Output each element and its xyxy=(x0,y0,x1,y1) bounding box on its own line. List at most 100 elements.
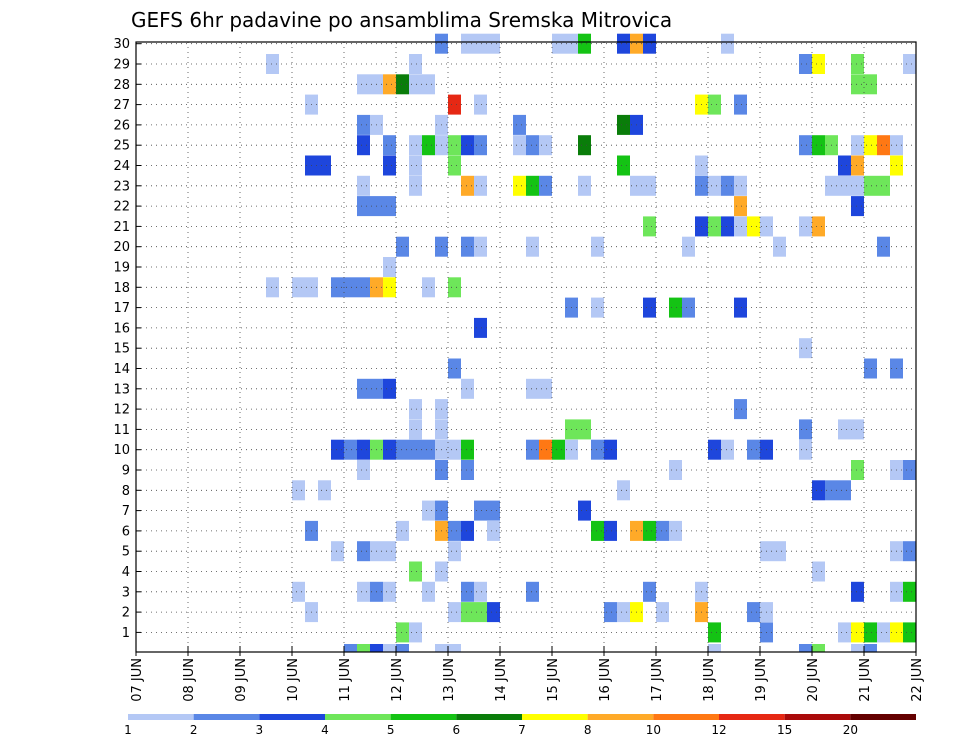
precip-cell xyxy=(851,622,864,643)
precip-cell xyxy=(591,297,604,318)
precip-cell xyxy=(396,236,409,257)
x-tick-label: 12 JUN xyxy=(390,658,405,702)
precip-cell xyxy=(409,561,422,582)
precip-cell xyxy=(292,480,305,501)
precip-cell xyxy=(734,175,747,196)
precip-cell xyxy=(422,277,435,298)
precip-cell xyxy=(747,602,760,623)
precip-cell xyxy=(344,277,357,298)
precip-cell xyxy=(448,358,461,379)
precip-cell xyxy=(396,622,409,643)
precip-cell xyxy=(591,520,604,541)
x-tick-label: 15 JUN xyxy=(546,658,561,702)
precip-cell xyxy=(357,378,370,399)
precip-cell xyxy=(747,216,760,237)
precip-cell xyxy=(799,216,812,237)
precip-cell xyxy=(851,196,864,217)
x-tick-label: 21 JUN xyxy=(858,658,873,702)
y-tick-label: 12 xyxy=(113,403,130,418)
precip-cell xyxy=(461,460,474,480)
precip-cell xyxy=(864,74,877,95)
precip-cell xyxy=(864,622,877,643)
precip-cell xyxy=(669,520,682,541)
precip-cell xyxy=(838,419,851,440)
axes: 1234567891011121314151617181920212223242… xyxy=(113,37,925,702)
legend-label: 10 xyxy=(646,723,661,737)
precip-cell xyxy=(539,175,552,196)
precip-cell xyxy=(578,33,591,54)
precip-cell xyxy=(448,644,461,652)
precip-cell xyxy=(526,236,539,257)
precip-cell xyxy=(799,135,812,156)
precip-cell xyxy=(851,581,864,602)
precip-cell xyxy=(396,644,409,652)
precip-cell xyxy=(903,54,916,74)
precip-cell xyxy=(643,581,656,602)
precip-cell xyxy=(474,175,487,196)
legend-swatch xyxy=(784,714,851,720)
precip-cell xyxy=(526,439,539,460)
precip-cell xyxy=(721,33,734,54)
precip-cell xyxy=(383,196,396,217)
precip-cell xyxy=(617,602,630,623)
precip-cell xyxy=(812,480,825,501)
precip-cell xyxy=(487,500,500,521)
precip-cell xyxy=(461,439,474,460)
precip-cell xyxy=(461,581,474,602)
precip-cell xyxy=(487,520,500,541)
legend-swatch xyxy=(522,714,588,720)
legend-label: 2 xyxy=(190,723,198,737)
precip-cell xyxy=(643,33,656,54)
precip-cell xyxy=(643,297,656,318)
y-tick-label: 3 xyxy=(122,585,130,600)
y-tick-label: 10 xyxy=(113,443,130,458)
precip-cell xyxy=(708,622,721,643)
precip-cell xyxy=(799,439,812,460)
precip-cell xyxy=(461,236,474,257)
precip-cell xyxy=(448,277,461,298)
precip-cell xyxy=(526,135,539,156)
y-tick-label: 9 xyxy=(122,464,130,479)
precip-cell xyxy=(448,602,461,623)
precip-cell xyxy=(383,74,396,95)
precip-cell xyxy=(799,338,812,359)
ensemble-cells xyxy=(266,33,916,652)
precip-cell xyxy=(422,439,435,460)
precip-cell xyxy=(812,644,825,652)
precip-cell xyxy=(851,460,864,480)
precip-cell xyxy=(344,644,357,652)
precip-cell xyxy=(370,644,383,652)
precip-cell xyxy=(643,216,656,237)
precip-cell xyxy=(838,622,851,643)
precip-cell xyxy=(526,378,539,399)
precip-cell xyxy=(708,175,721,196)
precip-cell xyxy=(357,644,370,652)
precip-cell xyxy=(383,644,396,652)
precip-cell xyxy=(578,419,591,440)
precip-cell xyxy=(383,155,396,176)
precip-cell xyxy=(877,236,890,257)
chart-title: GEFS 6hr padavine po ansamblima Sremska … xyxy=(131,8,672,32)
y-tick-label: 8 xyxy=(122,484,130,499)
precip-cell xyxy=(513,135,526,156)
precip-cell xyxy=(708,216,721,237)
y-tick-label: 15 xyxy=(113,342,130,357)
precip-cell xyxy=(734,94,747,115)
y-tick-label: 25 xyxy=(113,139,130,154)
precip-cell xyxy=(448,94,461,115)
precip-cell xyxy=(513,175,526,196)
y-tick-label: 4 xyxy=(122,565,130,580)
grid-lines xyxy=(136,42,916,652)
precip-cell xyxy=(721,216,734,237)
precip-cell xyxy=(864,358,877,379)
precip-cell xyxy=(877,175,890,196)
precip-cell xyxy=(357,439,370,460)
y-tick-label: 22 xyxy=(113,200,130,215)
legend-label: 1 xyxy=(124,723,132,737)
precip-cell xyxy=(773,541,786,562)
precip-cell xyxy=(851,419,864,440)
precip-cell xyxy=(591,439,604,460)
legend-label: 8 xyxy=(584,723,592,737)
legend-swatch xyxy=(325,714,391,720)
x-tick-label: 10 JUN xyxy=(286,658,301,702)
